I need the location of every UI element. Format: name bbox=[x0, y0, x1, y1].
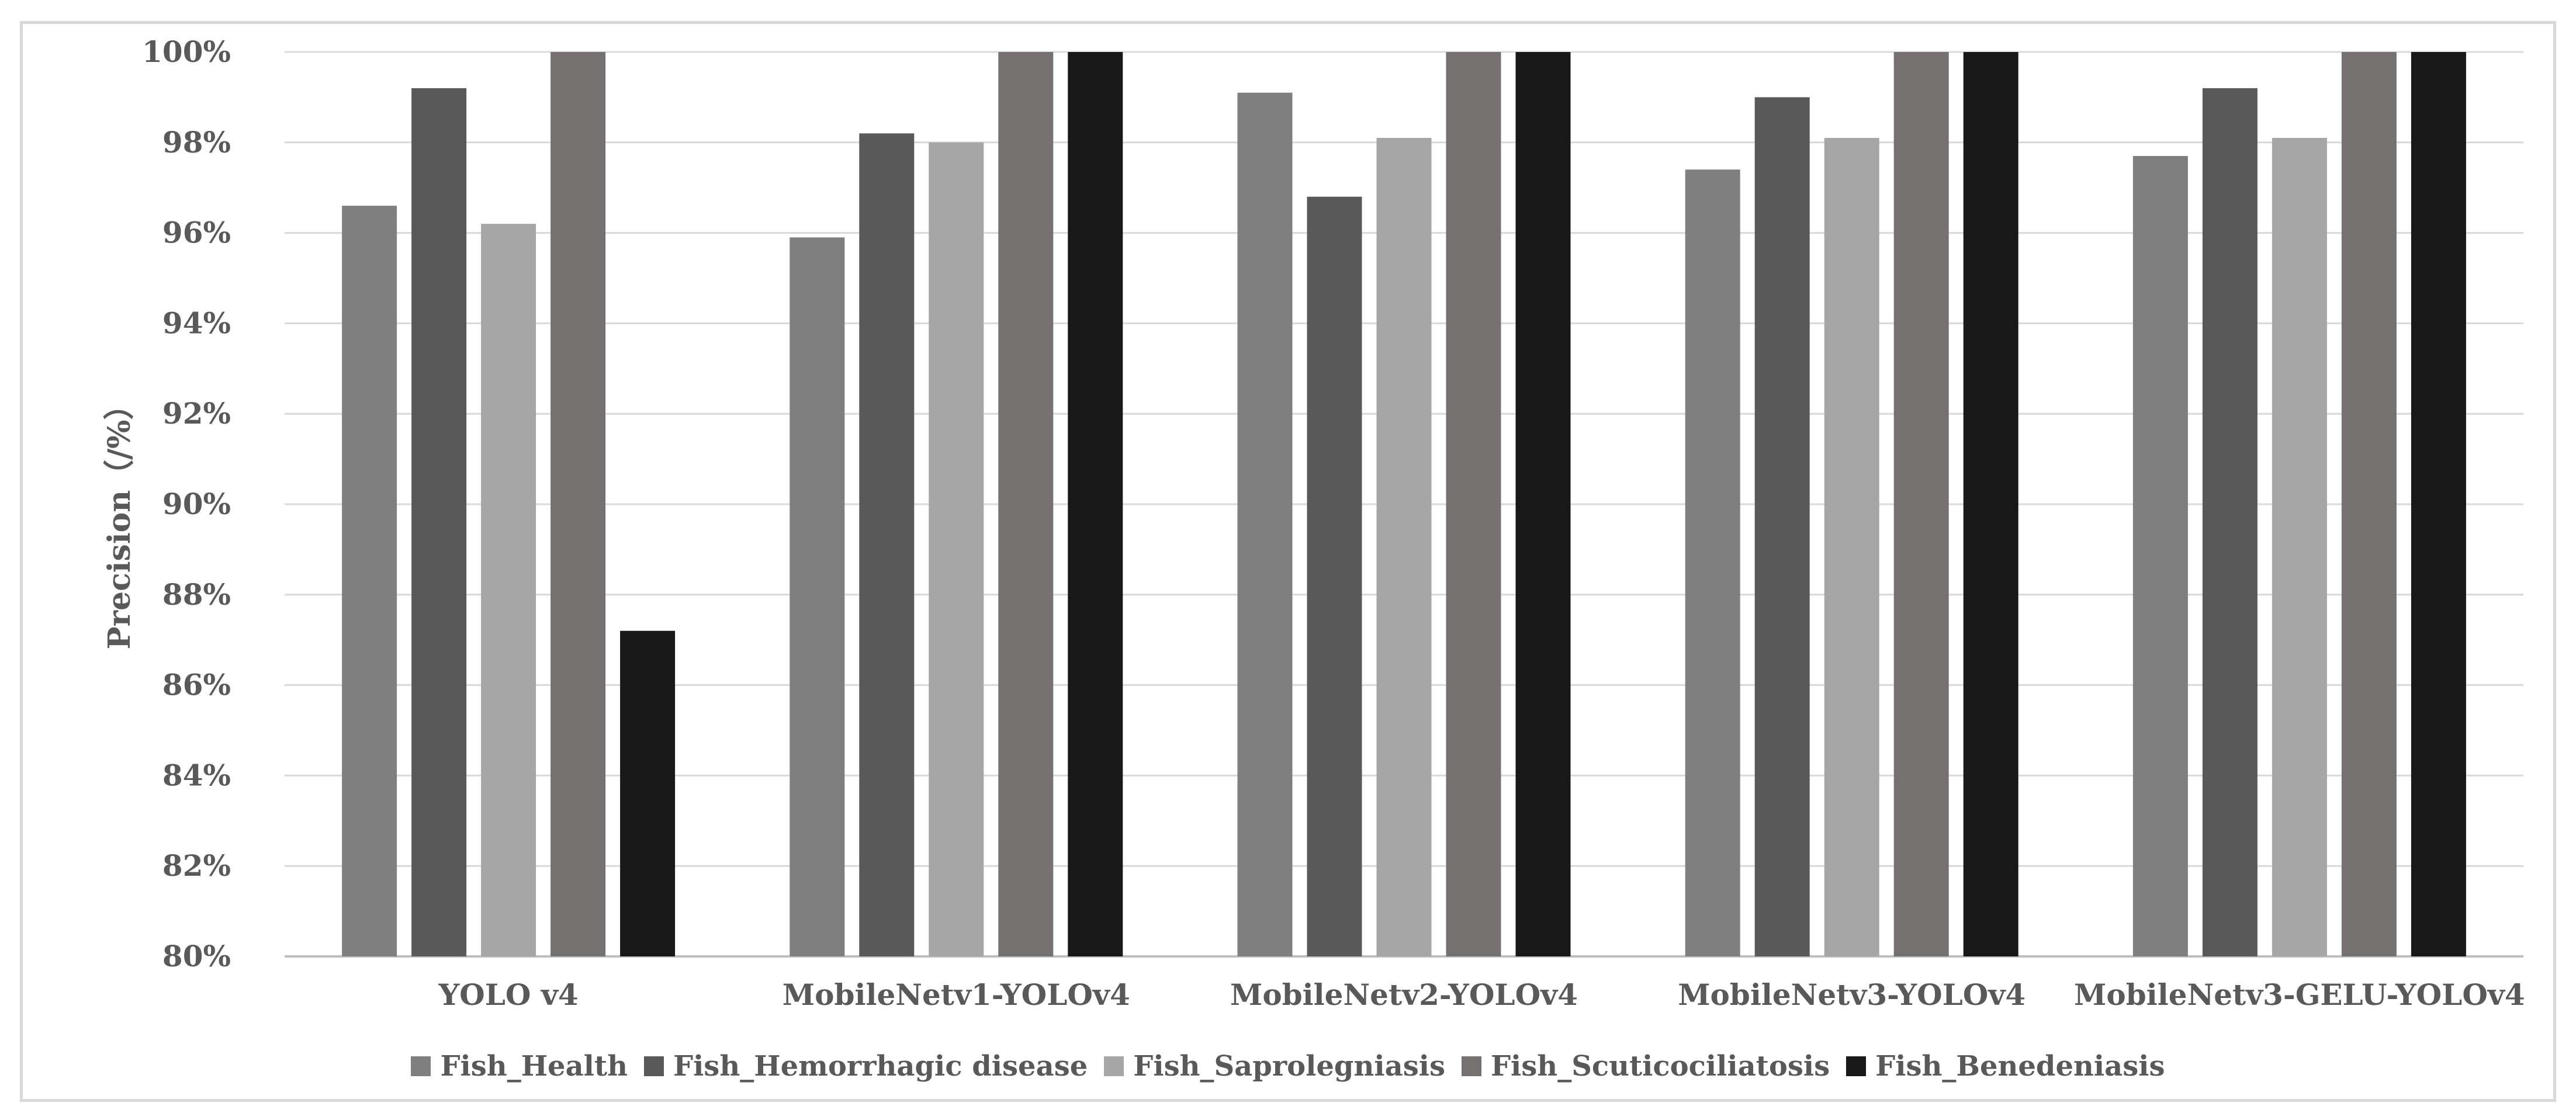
legend-item: Fish_Benedeniasis bbox=[1846, 1050, 2165, 1083]
legend-swatch bbox=[1846, 1056, 1867, 1076]
bar-fish-hemorrhagic-disease bbox=[1754, 97, 1810, 956]
y-tick-label: 100% bbox=[142, 34, 231, 69]
x-tick-label: MobileNetv3-GELU-YOLOv4 bbox=[2074, 977, 2525, 1012]
y-tick-label: 98% bbox=[162, 125, 231, 159]
bar-fish-saprolegniasis bbox=[1376, 138, 1432, 956]
bar-fish-health bbox=[2132, 156, 2188, 956]
x-tick-label: MobileNetv1-YOLOv4 bbox=[783, 977, 1130, 1012]
bar-fish-health bbox=[790, 237, 845, 957]
bar-fish-health bbox=[1685, 169, 1740, 956]
legend-swatch bbox=[643, 1056, 664, 1076]
bar-fish-hemorrhagic-disease bbox=[1307, 196, 1362, 957]
legend-label: Fish_Scuticociliatosis bbox=[1490, 1050, 1830, 1083]
y-tick-label: 94% bbox=[162, 306, 231, 340]
y-tick-label: 96% bbox=[162, 216, 231, 250]
y-tick-label: 90% bbox=[162, 487, 231, 521]
legend-item: Fish_Saprolegniasis bbox=[1104, 1050, 1445, 1083]
y-tick-label: 88% bbox=[162, 577, 231, 612]
bar-fish-saprolegniasis bbox=[2272, 138, 2327, 956]
x-tick-label: YOLO v4 bbox=[438, 977, 578, 1012]
x-tick-label: MobileNetv3-YOLOv4 bbox=[1678, 977, 2026, 1012]
bar-fish-health bbox=[342, 206, 397, 956]
bar-fish-scuticociliatosis bbox=[1893, 52, 1949, 956]
bar-fish-benedeniasis bbox=[1068, 52, 1123, 956]
bar-fish-saprolegniasis bbox=[1824, 138, 1879, 956]
bar-fish-hemorrhagic-disease bbox=[859, 133, 915, 956]
bar-fish-scuticociliatosis bbox=[998, 52, 1054, 956]
axes: 80% 82% 84% 86% 88% 90% 92% 94% 96% 98% 100% YOLO v… bbox=[142, 34, 2525, 1012]
legend-item: Fish_Health bbox=[411, 1050, 628, 1083]
bar-fish-hemorrhagic-disease bbox=[411, 88, 467, 956]
bars bbox=[342, 52, 2466, 957]
y-tick-label: 84% bbox=[162, 758, 231, 792]
bar-fish-health bbox=[1237, 92, 1293, 956]
bar-fish-benedeniasis bbox=[620, 630, 676, 956]
legend-swatch bbox=[1461, 1056, 1481, 1076]
y-axis-title: Precision（/%） bbox=[102, 390, 137, 650]
legend-item: Fish_Hemorrhagic disease bbox=[643, 1050, 1088, 1083]
y-tick-label: 80% bbox=[162, 939, 231, 973]
bar-fish-hemorrhagic-disease bbox=[2202, 88, 2258, 956]
x-tick-label: MobileNetv2-YOLOv4 bbox=[1230, 977, 1578, 1012]
bar-fish-scuticociliatosis bbox=[550, 52, 606, 956]
bar-fish-scuticociliatosis bbox=[2341, 52, 2397, 956]
y-tick-label: 92% bbox=[162, 396, 231, 431]
bar-fish-saprolegniasis bbox=[929, 142, 984, 956]
legend-label: Fish_Health bbox=[440, 1050, 628, 1083]
y-tick-label: 86% bbox=[162, 668, 231, 702]
legend-label: Fish_Benedeniasis bbox=[1875, 1050, 2165, 1083]
legend-item: Fish_Scuticociliatosis bbox=[1461, 1050, 1830, 1083]
legend-swatch bbox=[411, 1056, 431, 1076]
legend: Fish_Health Fish_Hemorrhagic disease Fish_… bbox=[0, 1046, 2576, 1087]
y-tick-label: 82% bbox=[162, 848, 231, 883]
legend-label: Fish_Hemorrhagic disease bbox=[673, 1050, 1088, 1083]
bar-fish-benedeniasis bbox=[1963, 52, 2018, 956]
bar-fish-benedeniasis bbox=[2411, 52, 2466, 956]
legend-swatch bbox=[1104, 1056, 1124, 1076]
bar-fish-benedeniasis bbox=[1515, 52, 1571, 956]
bar-fish-saprolegniasis bbox=[481, 224, 536, 956]
legend-label: Fish_Saprolegniasis bbox=[1133, 1050, 1445, 1083]
bar-fish-scuticociliatosis bbox=[1446, 52, 1501, 956]
